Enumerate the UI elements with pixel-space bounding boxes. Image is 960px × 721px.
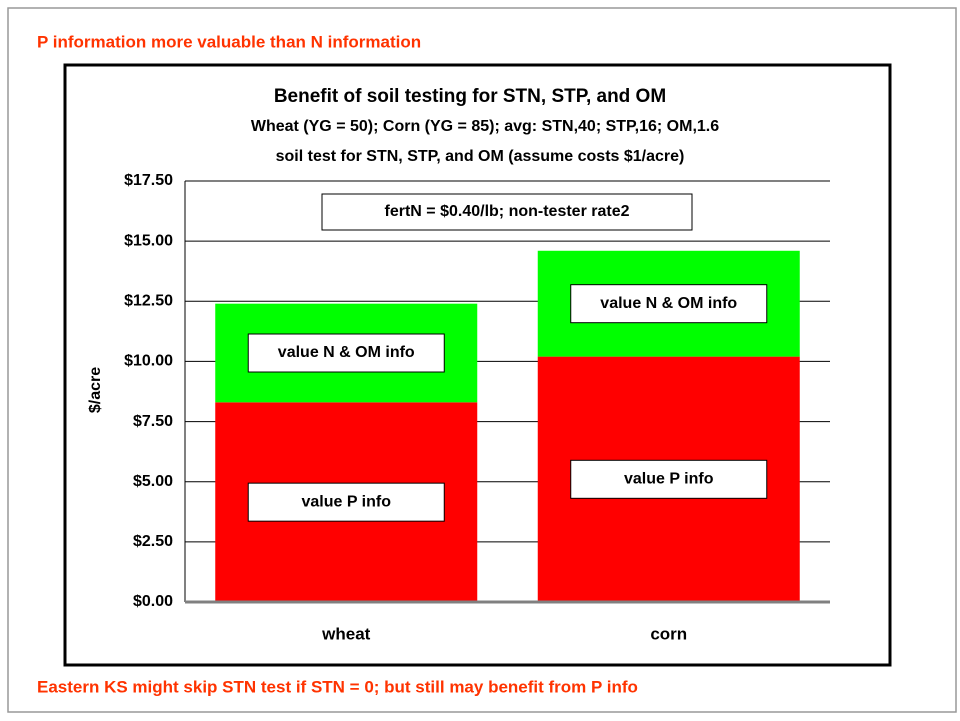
segment-label-box [247,333,445,373]
y-tick-label: $5.00 [133,473,173,490]
segment-label-box [247,482,445,522]
y-tick-label: $17.50 [124,172,173,189]
annotation-box [321,193,693,231]
chart-title: Benefit of soil testing for STN, STP, an… [274,86,666,107]
x-tick-label: corn [650,624,687,643]
header: P information more valuable than N infor… [37,32,421,51]
segment-label: value N & OM info [278,344,415,361]
y-tick-label: $0.00 [133,593,173,610]
segment-label: value P info [624,471,714,488]
y-tick-label: $15.00 [124,232,173,249]
y-tick-label: $2.50 [133,533,173,550]
x-tick-label: wheat [321,624,371,643]
y-tick-label: $7.50 [133,413,173,430]
chart-subtitle: soil test for STN, STP, and OM (assume c… [276,148,685,165]
segment-label-box [570,284,768,324]
segment-label-box [570,459,768,499]
footer: Eastern KS might skip STN test if STN = … [37,677,638,696]
slide-frame [7,7,957,713]
y-tick-label: $12.50 [124,293,173,310]
segment-label: value N & OM info [600,295,737,312]
y-tick-label: $10.00 [124,353,173,370]
y-axis-label: $/acre [87,367,104,413]
segment-label: value P info [301,493,391,510]
annotation: fertN = $0.40/lb; non-tester rate2 [385,203,630,220]
chart-subtitle: Wheat (YG = 50); Corn (YG = 85); avg: ST… [251,118,719,135]
